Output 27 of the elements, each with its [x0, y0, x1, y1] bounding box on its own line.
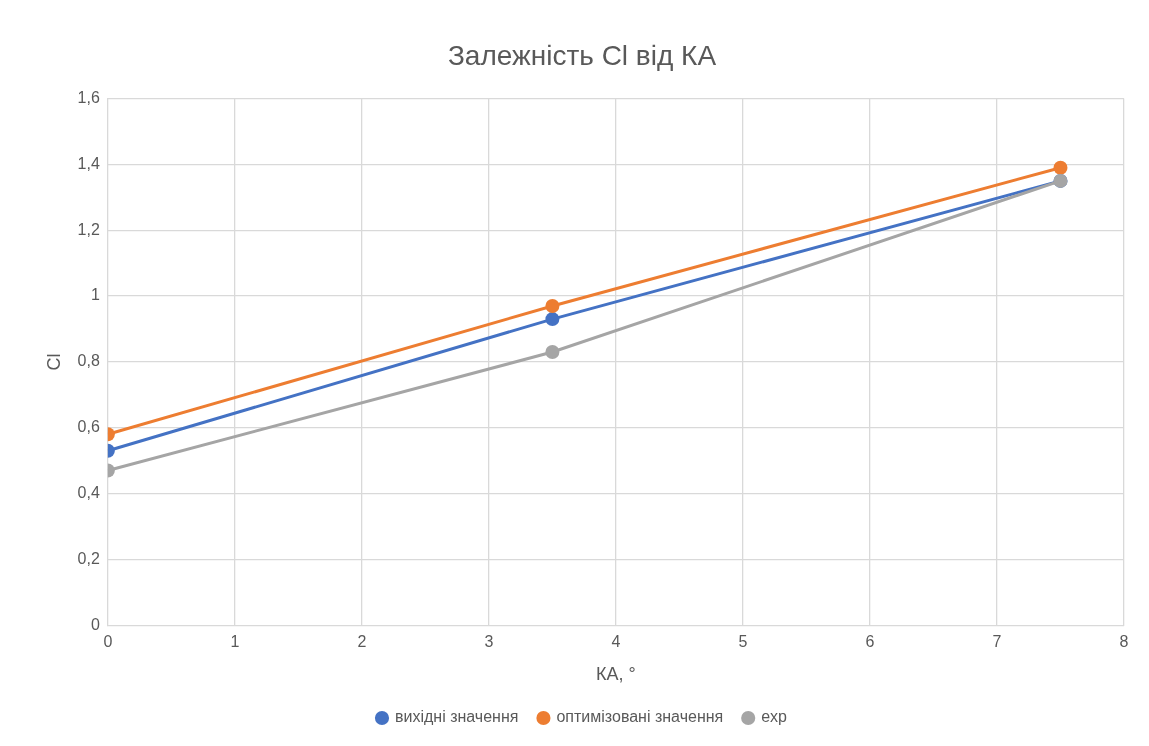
- x-tick-label: 4: [611, 633, 621, 651]
- y-tick-label: 0,6: [77, 418, 100, 436]
- legend-label: оптимізовані значення: [556, 708, 724, 726]
- x-tick-label: 0: [103, 633, 113, 651]
- x-tick-label: 7: [992, 633, 1002, 651]
- x-axis-title: КА, °: [596, 664, 636, 685]
- legend-label: exp: [761, 708, 788, 726]
- y-tick-label: 0: [90, 615, 100, 633]
- y-tick-label: 1,2: [77, 220, 100, 238]
- x-tick-label: 2: [357, 633, 367, 651]
- x-tick-label: 1: [230, 633, 240, 651]
- y-tick-label: 1: [90, 286, 100, 304]
- y-tick-label: 1,4: [77, 154, 100, 172]
- point: [1053, 160, 1068, 175]
- x-tick-label: 5: [738, 633, 748, 651]
- x-tick-label: 3: [484, 633, 494, 651]
- x-tick-label: 6: [865, 633, 875, 651]
- x-tick-label: 8: [1119, 633, 1129, 651]
- y-tick-label: 0,2: [77, 549, 100, 567]
- y-tick-label: 0,8: [77, 352, 100, 370]
- chart-title: Залежність Cl від КА: [447, 39, 717, 71]
- y-tick-label: 0,4: [77, 483, 100, 501]
- y-axis-title: Cl: [43, 353, 64, 371]
- point: [545, 298, 560, 313]
- y-tick-label: 1,6: [77, 89, 100, 107]
- point: [545, 345, 560, 360]
- legend-label: вихідні значення: [394, 708, 519, 726]
